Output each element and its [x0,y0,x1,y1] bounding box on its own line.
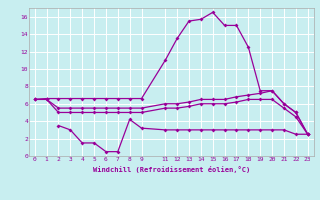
X-axis label: Windchill (Refroidissement éolien,°C): Windchill (Refroidissement éolien,°C) [92,166,250,173]
